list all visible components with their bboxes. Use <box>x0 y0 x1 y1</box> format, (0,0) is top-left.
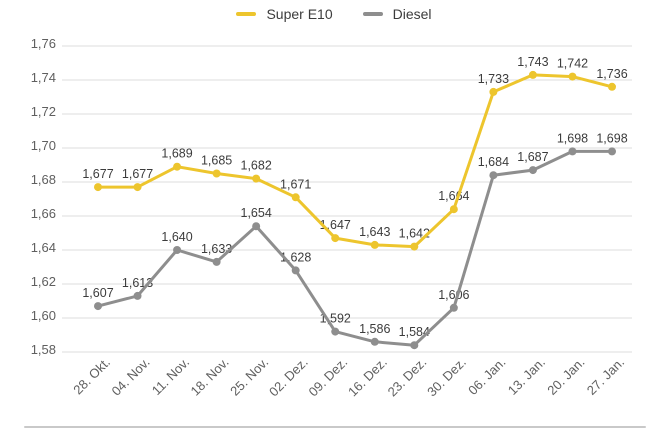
data-point-label: 1,742 <box>557 57 588 71</box>
series-line-super-e10 <box>96 73 614 249</box>
data-point <box>252 222 261 231</box>
data-point-label: 1,736 <box>596 67 627 81</box>
data-point-label: 1,643 <box>359 225 390 239</box>
data-point-label: 1,687 <box>517 150 548 164</box>
y-tick-label: 1,68 <box>31 172 56 187</box>
data-point-label: 1,671 <box>280 177 311 191</box>
data-point <box>212 257 221 266</box>
y-axis-labels: 1,76 1,74 1,72 1,70 1,68 1,66 1,64 1,62 1,60 1,58 <box>31 36 56 357</box>
x-tick-label: 06. Jan. <box>465 355 508 398</box>
data-point-label: 1,733 <box>478 72 509 86</box>
data-point-label: 1,664 <box>438 189 469 203</box>
data-point <box>173 246 182 254</box>
data-point-label: 1,606 <box>438 288 469 302</box>
legend-swatch-diesel-icon <box>362 12 383 16</box>
y-tick-label: 1,62 <box>31 274 56 289</box>
y-tick-label: 1,76 <box>31 36 56 51</box>
series-line-diesel <box>96 149 614 347</box>
y-tick-label: 1,72 <box>31 104 56 119</box>
data-point-label: 1,642 <box>399 227 430 241</box>
data-point-label: 1,633 <box>201 242 232 256</box>
data-point <box>133 183 142 192</box>
data-point-label: 1,607 <box>82 286 113 300</box>
bottom-divider <box>24 426 646 428</box>
y-tick-label: 1,64 <box>31 240 56 255</box>
x-tick-label: 25. Nov. <box>227 355 271 399</box>
x-tick-label: 09. Dez. <box>306 355 351 400</box>
x-tick-label: 04. Nov. <box>108 355 152 399</box>
x-tick-label: 30. Dez. <box>424 355 469 400</box>
y-tick-label: 1,66 <box>31 206 56 221</box>
data-point <box>94 302 102 311</box>
data-point-label: 1,698 <box>557 131 588 145</box>
data-point <box>608 147 616 156</box>
data-point-label: 1,685 <box>201 154 232 168</box>
x-tick-label: 11. Nov. <box>149 355 192 398</box>
chart-legend: Super E10 Diesel <box>0 4 668 24</box>
x-tick-label: 13. Jan. <box>505 355 548 398</box>
x-tick-label: 02. Dez. <box>266 355 311 400</box>
x-tick-label: 18. Nov. <box>188 355 232 399</box>
x-axis-labels: 28. Okt.04. Nov.11. Nov.18. Nov.25. Nov.… <box>70 355 627 400</box>
data-point <box>370 240 379 249</box>
data-point <box>528 166 537 175</box>
data-point-label: 1,689 <box>161 147 192 161</box>
y-tick-label: 1,58 <box>31 342 56 357</box>
data-point-label: 1,677 <box>122 167 153 181</box>
data-point <box>410 341 419 350</box>
x-tick-label: 23. Dez. <box>385 355 430 400</box>
data-point-label: 1,698 <box>596 131 627 145</box>
x-tick-label: 20. Jan. <box>544 355 587 398</box>
gridlines <box>62 45 632 353</box>
legend-swatch-super-e10-icon <box>236 12 257 16</box>
data-point <box>331 327 340 336</box>
x-tick-label: 27. Jan. <box>584 355 627 398</box>
data-point <box>212 169 221 178</box>
data-point <box>568 72 577 81</box>
data-point-label: 1,677 <box>82 167 113 181</box>
data-point <box>133 291 142 300</box>
data-point-label: 1,654 <box>241 206 272 220</box>
data-point <box>291 193 300 202</box>
legend-item-diesel: Diesel <box>362 6 432 22</box>
legend-item-super-e10: Super E10 <box>236 6 333 22</box>
data-point <box>528 70 537 79</box>
data-point <box>331 234 340 243</box>
series-diesel: 1,6071,6131,6401,6331,6541,6281,5921,586… <box>82 131 628 350</box>
data-point-label: 1,682 <box>241 159 272 173</box>
x-tick-label: 28. Okt. <box>70 355 113 398</box>
data-point <box>173 162 182 171</box>
data-point <box>489 171 498 180</box>
data-point <box>94 183 102 192</box>
y-tick-label: 1,60 <box>31 308 56 323</box>
data-point <box>252 174 261 183</box>
data-point <box>489 87 498 96</box>
data-point-label: 1,586 <box>359 322 390 336</box>
data-point-label: 1,640 <box>161 230 192 244</box>
data-point <box>410 242 419 251</box>
data-point <box>568 147 577 156</box>
legend-label-super-e10: Super E10 <box>266 6 333 22</box>
data-point <box>449 205 458 214</box>
legend-label-diesel: Diesel <box>392 6 432 22</box>
data-point <box>291 266 300 275</box>
x-tick-label: 16. Dez. <box>345 355 390 400</box>
data-point <box>608 82 616 91</box>
y-tick-label: 1,74 <box>31 70 56 85</box>
data-point <box>449 303 458 312</box>
data-point-label: 1,684 <box>478 155 509 169</box>
data-point-label: 1,584 <box>399 325 430 339</box>
data-point <box>370 337 379 346</box>
y-tick-label: 1,70 <box>31 138 56 153</box>
data-point-label: 1,743 <box>517 55 548 69</box>
